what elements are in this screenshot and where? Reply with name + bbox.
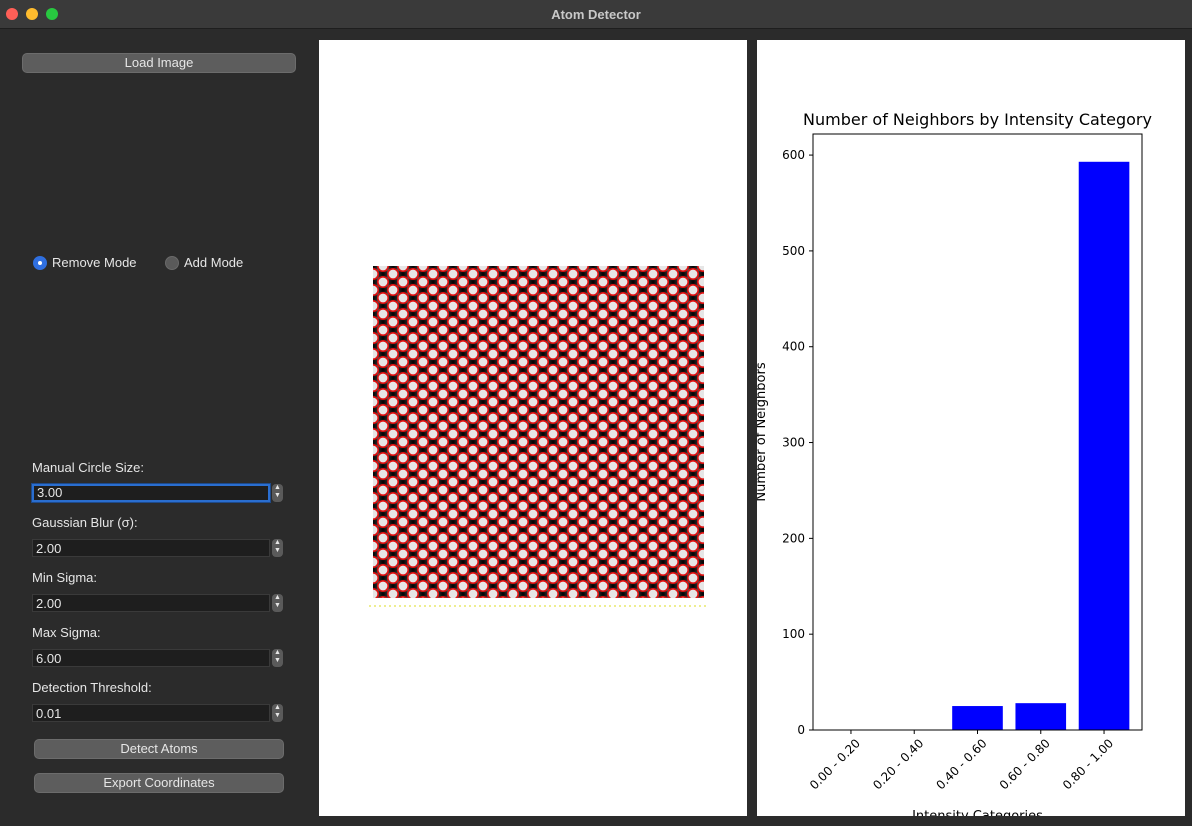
panel-splitter[interactable] — [747, 40, 757, 816]
max-sigma-label: Max Sigma: — [32, 625, 101, 640]
manual-circle-size-label: Manual Circle Size: — [32, 460, 144, 475]
export-coordinates-button[interactable]: Export Coordinates — [34, 773, 284, 793]
chart-bar — [1015, 703, 1067, 730]
x-tick-label: 0.40 - 0.60 — [933, 736, 989, 792]
y-tick-label: 300 — [782, 436, 805, 450]
chart-panel: Number of Neighbors by Intensity Categor… — [754, 40, 1185, 824]
add-mode-radio[interactable]: Add Mode — [165, 255, 243, 270]
min-sigma-label: Min Sigma: — [32, 570, 98, 585]
remove-mode-radio[interactable]: Remove Mode — [33, 255, 137, 270]
x-tick-label: 0.60 - 0.80 — [997, 736, 1053, 792]
image-canvas — [369, 266, 708, 607]
chart-bar — [952, 706, 1003, 730]
add-mode-label: Add Mode — [184, 255, 244, 270]
minimize-window-button[interactable] — [26, 8, 38, 20]
max-sigma-input[interactable]: 6.00 — [32, 649, 270, 667]
x-tick-label: 0.00 - 0.20 — [807, 736, 863, 792]
manual-circle-size-input[interactable]: 3.00 — [31, 483, 271, 503]
min-sigma-stepper[interactable]: ▲ ▼ — [272, 594, 283, 612]
maximize-window-button[interactable] — [46, 8, 58, 20]
image-panel[interactable] — [319, 40, 747, 816]
x-axis-label: Intensity Categories — [912, 809, 1043, 816]
detect-atoms-button[interactable]: Detect Atoms — [34, 739, 284, 759]
y-axis-label: Number of Neighbors — [757, 362, 769, 501]
min-sigma-input[interactable]: 2.00 — [32, 594, 270, 612]
detection-threshold-label: Detection Threshold: — [32, 680, 152, 695]
y-tick-label: 400 — [782, 340, 805, 354]
y-tick-label: 0 — [797, 723, 805, 737]
gaussian-blur-input[interactable]: 2.00 — [32, 539, 270, 557]
y-tick-label: 200 — [782, 531, 805, 545]
atom-image[interactable] — [373, 266, 704, 598]
load-image-button[interactable]: Load Image — [22, 53, 296, 73]
remove-mode-label: Remove Mode — [52, 255, 137, 270]
y-tick-label: 500 — [782, 244, 805, 258]
gaussian-blur-stepper[interactable]: ▲ ▼ — [272, 539, 283, 557]
x-tick-label: 0.20 - 0.40 — [870, 736, 926, 792]
x-tick-label: 0.80 - 1.00 — [1060, 736, 1116, 792]
gaussian-blur-label: Gaussian Blur (σ): — [32, 515, 138, 530]
radio-selected-icon — [33, 255, 47, 270]
window-title: Atom Detector — [551, 7, 641, 22]
detection-threshold-stepper[interactable]: ▲ ▼ — [272, 704, 283, 722]
manual-circle-size-stepper[interactable]: ▲ ▼ — [272, 484, 283, 502]
chart-bar — [1078, 161, 1130, 730]
radio-unselected-icon — [165, 255, 179, 270]
y-tick-label: 100 — [782, 627, 805, 641]
max-sigma-stepper[interactable]: ▲ ▼ — [272, 649, 283, 667]
chart-title: Number of Neighbors by Intensity Categor… — [803, 110, 1152, 129]
control-sidebar: Load Image Remove Mode Add Mode Manual C… — [0, 29, 316, 826]
detection-threshold-input[interactable]: 0.01 — [32, 704, 270, 722]
y-tick-label: 600 — [782, 148, 805, 162]
title-bar: Atom Detector — [0, 0, 1192, 29]
neighbors-bar-chart: Number of Neighbors by Intensity Categor… — [754, 110, 1152, 824]
close-window-button[interactable] — [6, 8, 18, 20]
